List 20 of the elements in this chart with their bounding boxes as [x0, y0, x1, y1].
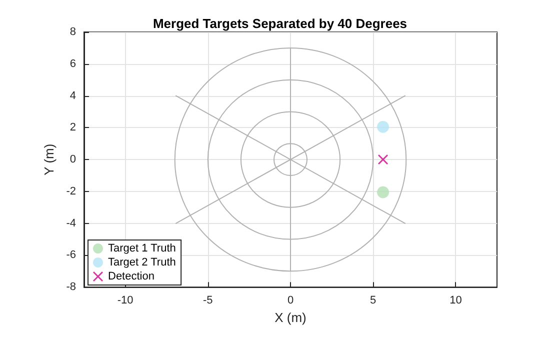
- y-tick-label: -8: [66, 281, 76, 294]
- y-tick-label: -2: [66, 185, 76, 198]
- y-tick-label: 0: [70, 154, 76, 166]
- legend-label: Detection: [108, 270, 154, 282]
- y-tick-label: 4: [70, 90, 76, 102]
- x-tick-label: 10: [450, 294, 462, 307]
- x-tick-label: 5: [370, 294, 376, 307]
- y-axis-title: Y (m): [41, 144, 56, 176]
- y-tick-label: 8: [70, 26, 76, 38]
- x-tick-label: -10: [117, 294, 134, 307]
- x-tick-label: 0: [287, 294, 294, 307]
- legend-label: Target 1 Truth: [108, 242, 176, 254]
- chart-title: Merged Targets Separated by 40 Degrees: [152, 16, 408, 31]
- y-tick-label: 2: [70, 122, 76, 134]
- x-tick-label: -5: [203, 294, 213, 307]
- legend-label: Target 2 Truth: [108, 256, 176, 268]
- y-tick-label: -4: [66, 217, 76, 230]
- y-tick-label: 6: [70, 58, 76, 70]
- x-axis-title: X (m): [274, 310, 306, 325]
- y-tick-label: -6: [66, 249, 76, 262]
